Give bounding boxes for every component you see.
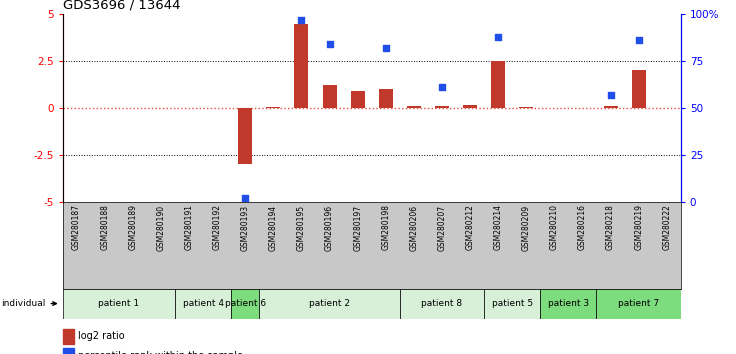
- Text: patient 1: patient 1: [98, 299, 139, 308]
- Text: GSM280188: GSM280188: [100, 204, 109, 250]
- Text: patient 6: patient 6: [224, 299, 266, 308]
- Text: GSM280196: GSM280196: [325, 204, 334, 251]
- Bar: [491, 61, 505, 108]
- Bar: [631, 70, 645, 108]
- Text: GSM280214: GSM280214: [494, 204, 503, 250]
- Bar: [596, 289, 681, 319]
- Text: GSM280192: GSM280192: [213, 204, 222, 250]
- Text: patient 5: patient 5: [492, 299, 533, 308]
- Text: GSM280207: GSM280207: [437, 204, 447, 251]
- Point: [605, 92, 617, 98]
- Point: [239, 195, 251, 201]
- Point: [492, 34, 504, 40]
- Bar: [435, 106, 449, 108]
- Text: GSM280212: GSM280212: [466, 204, 475, 250]
- Bar: [231, 289, 259, 319]
- Bar: [519, 107, 534, 108]
- Bar: [350, 91, 364, 108]
- Point: [296, 17, 308, 23]
- Text: GSM280209: GSM280209: [522, 204, 531, 251]
- Text: log2 ratio: log2 ratio: [78, 331, 124, 341]
- Bar: [238, 108, 252, 164]
- Text: patient 2: patient 2: [309, 299, 350, 308]
- Bar: [175, 289, 231, 319]
- Point: [324, 41, 336, 47]
- Point: [380, 45, 392, 51]
- Text: GSM280189: GSM280189: [128, 204, 138, 250]
- Bar: [63, 289, 175, 319]
- Bar: [63, 329, 74, 344]
- Text: GSM280222: GSM280222: [662, 204, 671, 250]
- Text: GSM280219: GSM280219: [634, 204, 643, 250]
- Text: GSM280190: GSM280190: [157, 204, 166, 251]
- Point: [436, 85, 447, 90]
- Text: GSM280210: GSM280210: [550, 204, 559, 250]
- Bar: [322, 85, 336, 108]
- Text: GSM280193: GSM280193: [241, 204, 250, 251]
- Text: percentile rank within the sample: percentile rank within the sample: [78, 351, 243, 354]
- Bar: [266, 107, 280, 108]
- Text: GSM280194: GSM280194: [269, 204, 277, 251]
- Text: GSM280195: GSM280195: [297, 204, 306, 251]
- Bar: [400, 289, 484, 319]
- Bar: [540, 289, 596, 319]
- Text: GSM280191: GSM280191: [185, 204, 194, 250]
- Bar: [463, 105, 477, 108]
- Bar: [484, 289, 540, 319]
- Text: GSM280216: GSM280216: [578, 204, 587, 250]
- Text: GSM280187: GSM280187: [72, 204, 81, 250]
- Text: GSM280206: GSM280206: [409, 204, 418, 251]
- Text: patient 8: patient 8: [422, 299, 462, 308]
- Bar: [63, 348, 74, 354]
- Text: GDS3696 / 13644: GDS3696 / 13644: [63, 0, 180, 11]
- Bar: [259, 289, 400, 319]
- Text: individual: individual: [1, 299, 57, 308]
- Bar: [407, 106, 421, 108]
- Text: patient 3: patient 3: [548, 299, 589, 308]
- Text: patient 4: patient 4: [183, 299, 224, 308]
- Bar: [294, 24, 308, 108]
- Bar: [379, 89, 393, 108]
- Text: GSM280198: GSM280198: [381, 204, 390, 250]
- Text: patient 7: patient 7: [618, 299, 659, 308]
- Text: GSM280197: GSM280197: [353, 204, 362, 251]
- Text: GSM280218: GSM280218: [606, 204, 615, 250]
- Point: [633, 38, 645, 43]
- Bar: [604, 106, 618, 108]
